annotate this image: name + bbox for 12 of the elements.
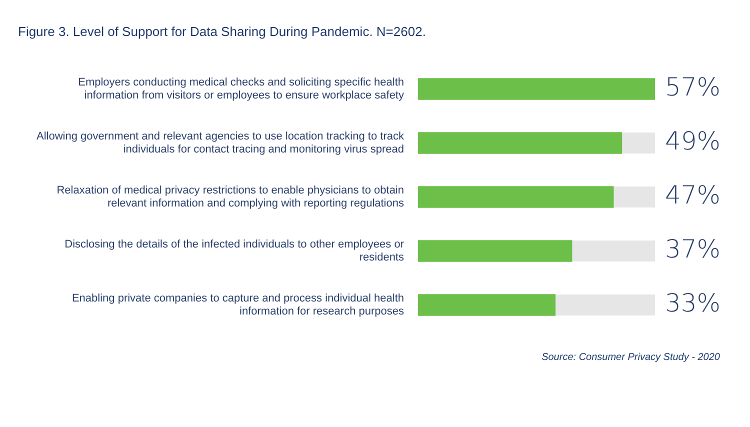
data-label: 33%: [665, 288, 721, 318]
data-label: 37%: [665, 234, 721, 264]
y-tick-label: Allowing government and relevant agencies to use location tracking to track individuals for contact tracing and monitoring virus spread: [36, 130, 404, 156]
y-tick-label: Disclosing the details of the infected individuals to other employees or residents: [64, 238, 404, 264]
y-tick-label: Enabling private companies to capture and process individual health information for research purposes: [72, 292, 404, 318]
data-label: 47%: [665, 180, 721, 210]
y-tick-label: Employers conducting medical checks and soliciting specific health information from visitors or employees to ensure workplace safety: [78, 76, 404, 102]
data-label: 57%: [665, 72, 721, 102]
source-note: Source: Consumer Privacy Study - 2020: [542, 352, 720, 363]
data-label: 49%: [665, 126, 721, 156]
y-tick-label: Relaxation of medical privacy restrictions to enable physicians to obtain relevant information and complying with reporting regulations: [56, 184, 404, 210]
text: Figure 3. Level of Support for Data Sharing During Pandemic. N=2602.: [18, 24, 426, 39]
